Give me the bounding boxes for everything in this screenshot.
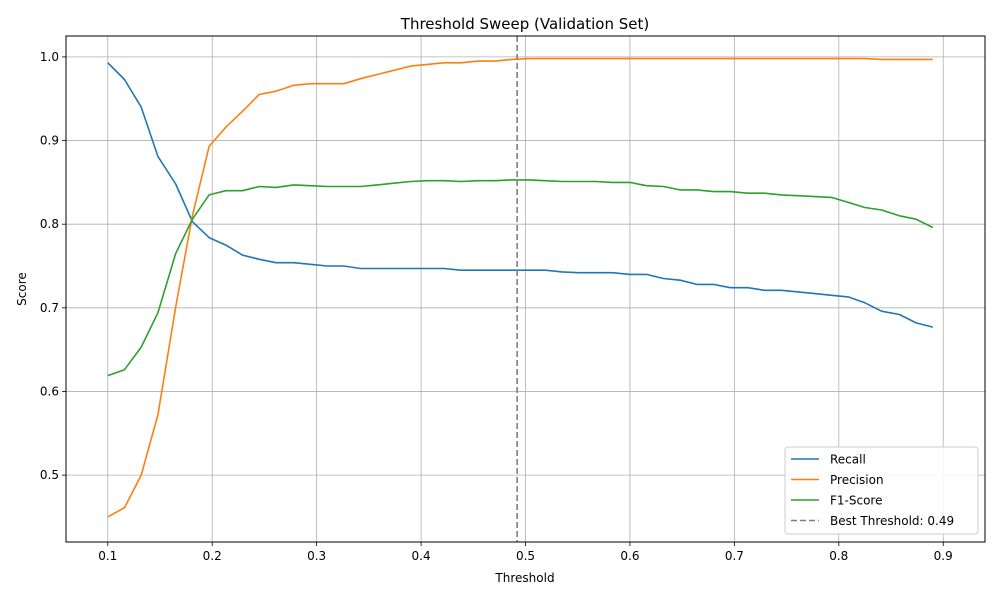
x-tick-label: 0.5 bbox=[516, 549, 535, 563]
y-tick-label: 0.9 bbox=[40, 134, 59, 148]
chart-title: Threshold Sweep (Validation Set) bbox=[400, 15, 649, 33]
y-tick-label: 0.8 bbox=[40, 217, 59, 231]
series-line-f1-score bbox=[107, 179, 934, 377]
x-axis-label: Threshold bbox=[494, 571, 554, 585]
legend-label: Recall bbox=[830, 453, 866, 467]
legend-label: Precision bbox=[830, 473, 884, 487]
x-tick-label: 0.6 bbox=[620, 549, 639, 563]
legend-label: Best Threshold: 0.49 bbox=[830, 514, 954, 528]
axis-ticks: 0.1 0.2 0.3 0.4 0.5 0.6 0.7 0.8 0.9 0.5 0.6 0.7 0.8 0… bbox=[40, 50, 953, 563]
y-tick-label: 0.6 bbox=[40, 384, 59, 398]
x-tick-label: 0.4 bbox=[412, 549, 431, 563]
series-lines bbox=[107, 57, 934, 518]
series-line-recall bbox=[107, 62, 933, 328]
legend: Recall Precision F1-Score Best Threshold: 0… bbox=[784, 446, 979, 535]
x-tick-label: 0.2 bbox=[203, 549, 222, 563]
y-tick-label: 1.0 bbox=[40, 50, 59, 64]
x-tick-label: 0.3 bbox=[307, 549, 326, 563]
x-tick-label: 0.7 bbox=[725, 549, 744, 563]
legend-box bbox=[784, 446, 979, 535]
x-tick-label: 0.1 bbox=[98, 549, 117, 563]
legend-label: F1-Score bbox=[830, 494, 882, 508]
y-tick-label: 0.7 bbox=[40, 301, 59, 315]
x-tick-label: 0.9 bbox=[934, 549, 953, 563]
y-axis-label: Score bbox=[15, 272, 29, 306]
x-tick-label: 0.8 bbox=[829, 549, 848, 563]
series-line-precision bbox=[107, 57, 933, 518]
y-tick-label: 0.5 bbox=[40, 468, 59, 482]
